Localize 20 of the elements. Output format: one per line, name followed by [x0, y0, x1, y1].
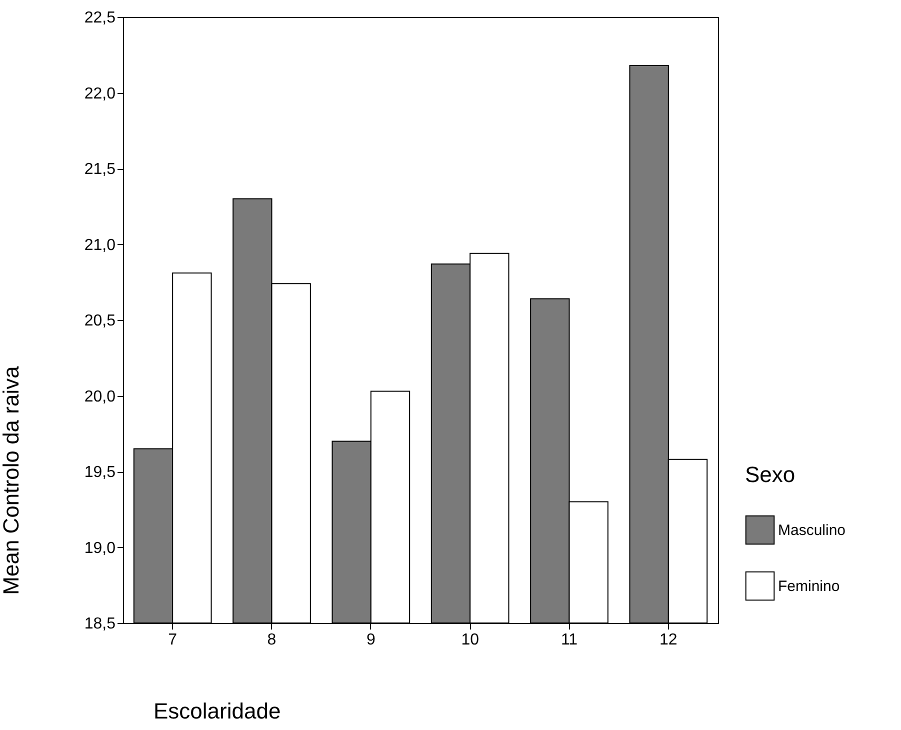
- x-axis-title: Escolaridade: [154, 698, 281, 724]
- y-tick-label: 19,5: [84, 464, 116, 481]
- x-tick-label: 8: [267, 632, 276, 648]
- y-tick-label: 20,0: [84, 388, 116, 406]
- y-tick-label: 22,0: [84, 85, 116, 102]
- y-tick-label: 21,0: [84, 236, 116, 254]
- legend-label: Masculino: [778, 522, 846, 539]
- y-tick-label: 18,5: [84, 616, 116, 632]
- legend-title: Sexo: [745, 462, 796, 487]
- x-tick-label: 11: [560, 632, 578, 648]
- x-tick-label: 10: [461, 632, 480, 648]
- y-tick-label: 21,5: [84, 161, 116, 178]
- x-tick-label: 7: [168, 632, 178, 648]
- y-axis-title: Mean Controlo da raiva: [0, 365, 24, 595]
- x-tick-label: 12: [660, 632, 678, 648]
- y-tick-label: 20,5: [84, 312, 116, 330]
- y-tick-label: 19,0: [84, 540, 116, 557]
- legend-label: Feminino: [778, 578, 840, 595]
- y-tick-label: 22,5: [84, 10, 116, 26]
- x-tick-label: 9: [366, 632, 376, 648]
